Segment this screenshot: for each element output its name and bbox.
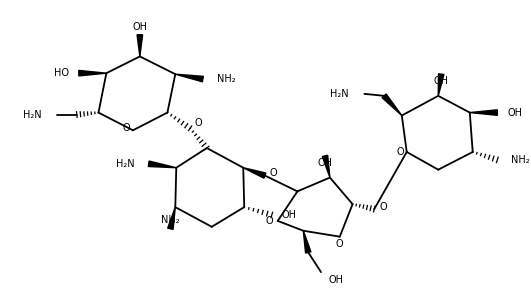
Text: OH: OH	[281, 210, 297, 220]
Polygon shape	[438, 74, 444, 96]
Text: OH: OH	[434, 76, 449, 86]
Text: NH₂: NH₂	[161, 215, 179, 225]
Text: O: O	[122, 123, 130, 133]
Polygon shape	[470, 110, 498, 115]
Polygon shape	[243, 168, 266, 178]
Text: O: O	[336, 239, 344, 248]
Polygon shape	[168, 207, 175, 229]
Text: O: O	[396, 147, 404, 157]
Polygon shape	[137, 35, 143, 57]
Polygon shape	[79, 71, 106, 76]
Text: H₂N: H₂N	[23, 109, 41, 120]
Text: OH: OH	[507, 108, 522, 118]
Text: H₂N: H₂N	[330, 89, 349, 99]
Polygon shape	[303, 231, 311, 253]
Text: O: O	[270, 168, 278, 178]
Polygon shape	[382, 94, 402, 115]
Text: OH: OH	[132, 22, 147, 32]
Text: O: O	[379, 202, 387, 212]
Text: OH: OH	[318, 158, 332, 168]
Text: NH₂: NH₂	[511, 155, 530, 165]
Polygon shape	[322, 155, 330, 178]
Text: H₂N: H₂N	[116, 159, 135, 169]
Polygon shape	[175, 74, 203, 82]
Text: OH: OH	[329, 275, 344, 285]
Text: O: O	[265, 216, 273, 226]
Text: NH₂: NH₂	[217, 74, 235, 84]
Polygon shape	[148, 161, 176, 168]
Text: O: O	[195, 118, 203, 128]
Text: HO: HO	[54, 68, 69, 78]
